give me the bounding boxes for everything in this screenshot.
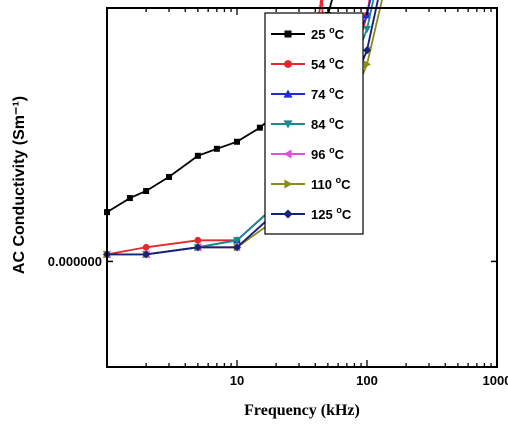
legend-marker bbox=[283, 149, 292, 159]
data-point bbox=[363, 46, 371, 55]
x-tick-label: 10 bbox=[230, 373, 244, 388]
data-point bbox=[363, 60, 371, 69]
data-point bbox=[166, 173, 173, 180]
data-point bbox=[213, 145, 220, 152]
legend-label: 96 oC bbox=[311, 145, 345, 162]
data-point bbox=[126, 195, 133, 202]
data-point bbox=[363, 25, 371, 34]
legend-marker bbox=[284, 179, 293, 189]
y-axis-title: AC Conductivity (Sm⁻¹) bbox=[11, 96, 28, 274]
x-tick-label: 1000 bbox=[483, 373, 508, 388]
legend-marker bbox=[284, 30, 292, 38]
legend: 25 oC 54 oC 74 oC 84 oC 96 oC 110 oC 125 oC bbox=[264, 12, 364, 235]
x-axis: 10 100 1000 bbox=[106, 8, 508, 388]
data-point bbox=[143, 188, 150, 195]
legend-label: 54 oC bbox=[311, 55, 345, 72]
data-point bbox=[193, 243, 202, 252]
data-point bbox=[194, 236, 202, 244]
legend-label: 74 oC bbox=[311, 85, 345, 102]
series-line bbox=[107, 0, 379, 256]
series-line bbox=[107, 0, 375, 256]
y-tick-label: 0.000000 bbox=[48, 254, 102, 269]
legend-label: 110 oC bbox=[311, 175, 351, 192]
data-point bbox=[234, 138, 240, 145]
data-point bbox=[194, 152, 201, 159]
data-point bbox=[233, 243, 241, 252]
data-point bbox=[233, 237, 241, 245]
x-tick-label: 100 bbox=[356, 373, 378, 388]
legend-marker bbox=[283, 120, 293, 129]
y-axis: 0.0000000.0000050.0000100.0000150.000020… bbox=[48, 254, 497, 269]
legend-label: 25 oC bbox=[311, 25, 345, 42]
data-point bbox=[256, 124, 263, 131]
data-point bbox=[142, 243, 150, 251]
legend-marker bbox=[284, 60, 292, 68]
legend-marker bbox=[283, 209, 293, 219]
legend-label: 84 oC bbox=[311, 115, 345, 132]
plot-frame bbox=[106, 7, 498, 368]
data-point bbox=[142, 250, 151, 259]
legend-marker bbox=[283, 89, 293, 98]
legend-label: 125 oC bbox=[311, 205, 352, 222]
series-line bbox=[107, 0, 383, 256]
x-axis-title: Frequency (kHz) bbox=[244, 402, 360, 419]
